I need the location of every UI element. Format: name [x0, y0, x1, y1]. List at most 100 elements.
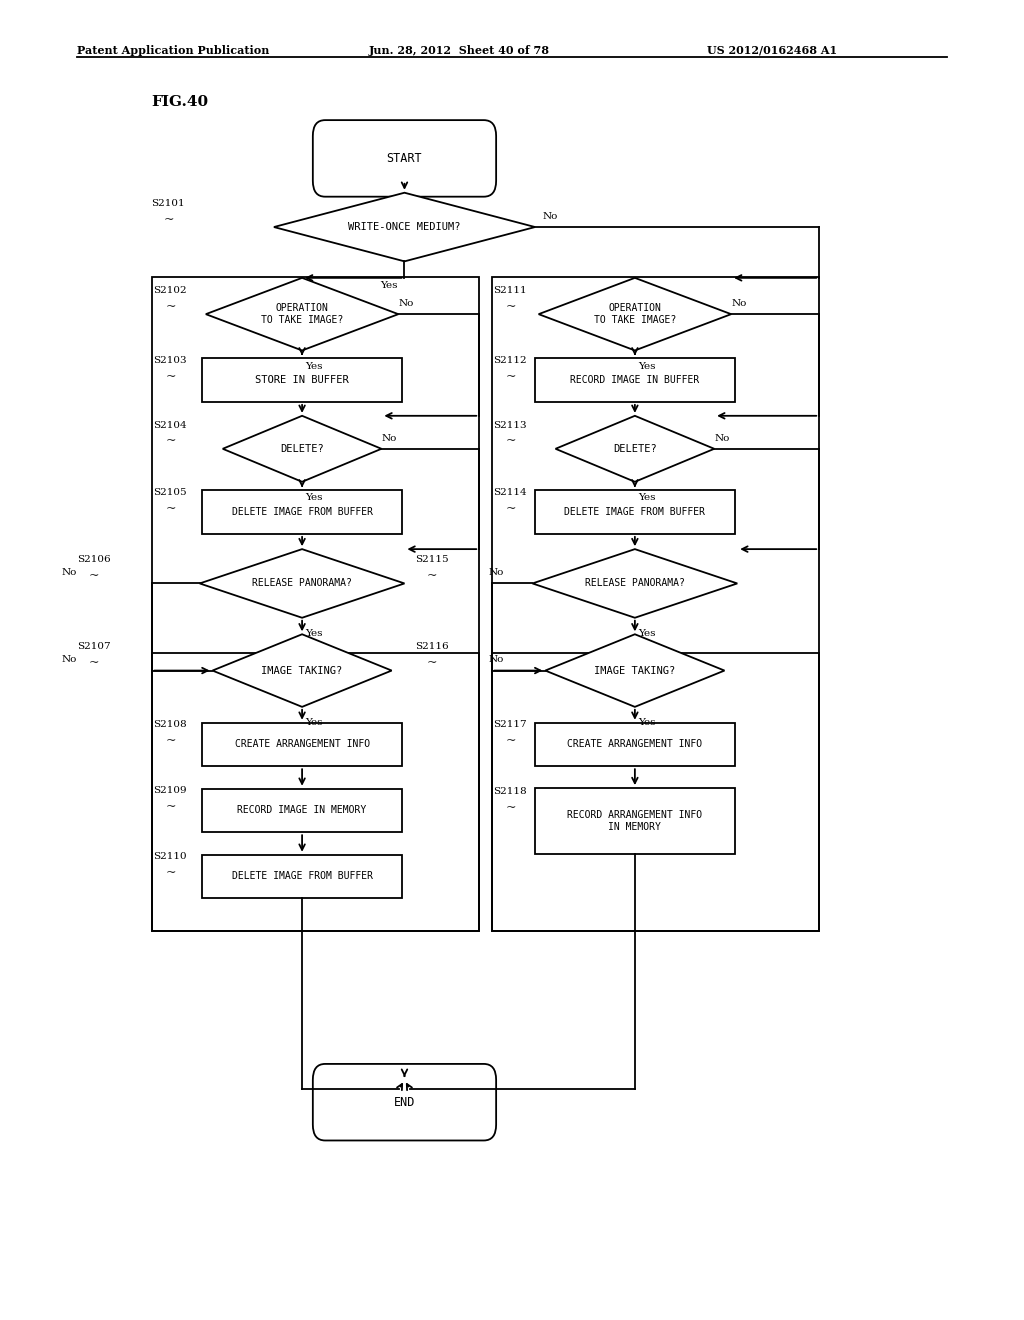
Text: S2107: S2107 — [77, 643, 111, 651]
Text: S2118: S2118 — [494, 788, 527, 796]
Text: Yes: Yes — [305, 362, 324, 371]
Text: ~: ~ — [506, 502, 516, 515]
Text: S2113: S2113 — [494, 421, 527, 429]
Polygon shape — [545, 635, 725, 708]
Text: S2101: S2101 — [152, 199, 185, 207]
Text: ~: ~ — [506, 300, 516, 313]
Text: OPERATION
TO TAKE IMAGE?: OPERATION TO TAKE IMAGE? — [594, 304, 676, 325]
Bar — [535, 490, 735, 533]
Text: ~: ~ — [166, 502, 176, 515]
Text: No: No — [488, 569, 505, 577]
Text: No: No — [731, 300, 748, 308]
Text: S2102: S2102 — [154, 286, 187, 294]
Text: ~: ~ — [166, 370, 176, 383]
Text: Yes: Yes — [305, 630, 324, 638]
Text: ~: ~ — [166, 866, 176, 879]
Text: RELEASE PANORAMA?: RELEASE PANORAMA? — [585, 578, 685, 589]
Text: DELETE IMAGE FROM BUFFER: DELETE IMAGE FROM BUFFER — [231, 507, 373, 517]
Text: S2108: S2108 — [154, 721, 187, 729]
Text: ~: ~ — [166, 434, 176, 447]
Text: DELETE IMAGE FROM BUFFER: DELETE IMAGE FROM BUFFER — [564, 507, 706, 517]
Text: ~: ~ — [89, 569, 99, 582]
Text: START: START — [387, 152, 422, 165]
Text: RECORD ARRANGEMENT INFO
IN MEMORY: RECORD ARRANGEMENT INFO IN MEMORY — [567, 810, 702, 832]
Text: ~: ~ — [506, 370, 516, 383]
Text: S2103: S2103 — [154, 356, 187, 364]
Bar — [535, 788, 735, 854]
Polygon shape — [222, 416, 381, 482]
Text: S2115: S2115 — [415, 556, 449, 564]
Text: S2105: S2105 — [154, 488, 187, 496]
Text: IMAGE TAKING?: IMAGE TAKING? — [594, 665, 676, 676]
Text: US 2012/0162468 A1: US 2012/0162468 A1 — [707, 45, 837, 55]
Text: S2106: S2106 — [77, 556, 111, 564]
Text: No: No — [61, 569, 78, 577]
Bar — [535, 358, 735, 401]
Text: Yes: Yes — [638, 718, 656, 727]
Text: ~: ~ — [166, 300, 176, 313]
Text: ~: ~ — [506, 734, 516, 747]
Text: ~: ~ — [166, 800, 176, 813]
Bar — [492, 277, 819, 931]
Text: ~: ~ — [506, 434, 516, 447]
Polygon shape — [539, 279, 731, 350]
Text: No: No — [543, 213, 558, 220]
Text: Yes: Yes — [305, 494, 324, 502]
Text: Yes: Yes — [638, 362, 656, 371]
Bar — [152, 653, 479, 931]
Text: Yes: Yes — [638, 630, 656, 638]
Bar — [202, 358, 401, 401]
Text: S2116: S2116 — [415, 643, 449, 651]
Text: END: END — [394, 1096, 415, 1109]
Text: No: No — [382, 434, 397, 442]
Text: CREATE ARRANGEMENT INFO: CREATE ARRANGEMENT INFO — [234, 739, 370, 750]
Text: RECORD IMAGE IN BUFFER: RECORD IMAGE IN BUFFER — [570, 375, 699, 385]
Bar — [202, 789, 401, 833]
Text: No: No — [61, 656, 78, 664]
Text: ~: ~ — [427, 569, 437, 582]
Text: IMAGE TAKING?: IMAGE TAKING? — [261, 665, 343, 676]
Text: S2111: S2111 — [494, 286, 527, 294]
Polygon shape — [206, 279, 398, 350]
Polygon shape — [532, 549, 737, 618]
FancyBboxPatch shape — [313, 120, 496, 197]
Polygon shape — [555, 416, 715, 482]
Text: ~: ~ — [164, 213, 174, 226]
Text: S2110: S2110 — [154, 853, 187, 861]
Text: RECORD IMAGE IN MEMORY: RECORD IMAGE IN MEMORY — [238, 805, 367, 816]
Text: DELETE?: DELETE? — [281, 444, 324, 454]
Bar — [202, 722, 401, 766]
Text: S2114: S2114 — [494, 488, 527, 496]
Text: STORE IN BUFFER: STORE IN BUFFER — [255, 375, 349, 385]
Text: ~: ~ — [506, 801, 516, 814]
Text: ~: ~ — [427, 656, 437, 669]
Text: Yes: Yes — [638, 494, 656, 502]
Bar — [492, 653, 819, 931]
Text: S2104: S2104 — [154, 421, 187, 429]
Polygon shape — [213, 635, 391, 708]
Text: CREATE ARRANGEMENT INFO: CREATE ARRANGEMENT INFO — [567, 739, 702, 750]
Bar — [202, 490, 401, 533]
Text: S2112: S2112 — [494, 356, 527, 364]
Text: Patent Application Publication: Patent Application Publication — [77, 45, 269, 55]
Text: Jun. 28, 2012  Sheet 40 of 78: Jun. 28, 2012 Sheet 40 of 78 — [369, 45, 550, 55]
Text: DELETE IMAGE FROM BUFFER: DELETE IMAGE FROM BUFFER — [231, 871, 373, 882]
Text: WRITE-ONCE MEDIUM?: WRITE-ONCE MEDIUM? — [348, 222, 461, 232]
Text: S2109: S2109 — [154, 787, 187, 795]
Text: ~: ~ — [89, 656, 99, 669]
Text: FIG.40: FIG.40 — [152, 95, 209, 110]
Text: OPERATION
TO TAKE IMAGE?: OPERATION TO TAKE IMAGE? — [261, 304, 343, 325]
Polygon shape — [200, 549, 404, 618]
Text: DELETE?: DELETE? — [613, 444, 656, 454]
Text: No: No — [715, 434, 730, 442]
Bar — [152, 277, 479, 931]
Bar — [535, 722, 735, 766]
Polygon shape — [274, 193, 535, 261]
Text: No: No — [488, 656, 505, 664]
Text: Yes: Yes — [305, 718, 324, 727]
Bar — [202, 855, 401, 898]
FancyBboxPatch shape — [313, 1064, 496, 1140]
Text: RELEASE PANORAMA?: RELEASE PANORAMA? — [252, 578, 352, 589]
Text: ~: ~ — [166, 734, 176, 747]
Text: Yes: Yes — [380, 281, 398, 289]
